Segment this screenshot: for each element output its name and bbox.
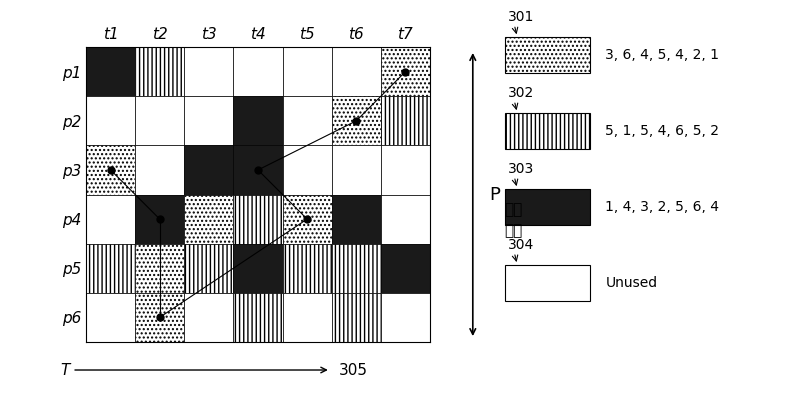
Bar (505, 189, 590, 225)
Bar (381, 195, 430, 244)
Bar (282, 47, 332, 96)
Bar (86, 293, 135, 342)
Bar (381, 293, 430, 342)
Bar (86, 47, 135, 96)
Bar (505, 37, 590, 73)
Bar (234, 47, 282, 96)
Bar (282, 195, 332, 244)
Bar (381, 47, 430, 96)
Bar (234, 293, 282, 342)
Bar (135, 293, 184, 342)
Text: 302: 302 (508, 86, 534, 100)
Text: 305: 305 (338, 362, 368, 378)
Bar (184, 244, 234, 293)
Bar (282, 96, 332, 145)
Bar (332, 96, 381, 145)
Bar (135, 96, 184, 145)
Bar (381, 145, 430, 195)
Bar (381, 244, 430, 293)
Bar (135, 145, 184, 195)
Bar (135, 244, 184, 293)
Bar (332, 244, 381, 293)
Bar (332, 195, 381, 244)
Text: P: P (489, 185, 500, 204)
Bar (505, 265, 590, 301)
Bar (332, 145, 381, 195)
Text: 5, 1, 5, 4, 6, 5, 2: 5, 1, 5, 4, 6, 5, 2 (606, 124, 719, 138)
Text: 304: 304 (508, 238, 534, 252)
Text: 3, 6, 4, 5, 4, 2, 1: 3, 6, 4, 5, 4, 2, 1 (606, 48, 719, 62)
Bar (332, 293, 381, 342)
Bar (86, 244, 135, 293)
Text: 301: 301 (508, 11, 534, 24)
Bar (332, 47, 381, 96)
Bar (135, 195, 184, 244)
Bar (86, 145, 135, 195)
Text: 1, 4, 3, 2, 5, 6, 4: 1, 4, 3, 2, 5, 6, 4 (606, 200, 719, 214)
Bar (135, 47, 184, 96)
Bar (184, 96, 234, 145)
Text: 303: 303 (508, 162, 534, 176)
Text: T: T (60, 362, 70, 378)
Bar (234, 244, 282, 293)
Bar (282, 145, 332, 195)
Bar (184, 47, 234, 96)
Text: 所有
路径: 所有 路径 (504, 202, 522, 238)
Bar (282, 293, 332, 342)
Bar (234, 145, 282, 195)
Bar (184, 195, 234, 244)
Bar (184, 145, 234, 195)
Bar (86, 96, 135, 145)
Bar (505, 113, 590, 149)
Bar (86, 195, 135, 244)
Bar (234, 195, 282, 244)
Bar (184, 293, 234, 342)
Bar (234, 96, 282, 145)
Bar (381, 96, 430, 145)
Text: Unused: Unused (606, 276, 658, 290)
Bar (282, 244, 332, 293)
